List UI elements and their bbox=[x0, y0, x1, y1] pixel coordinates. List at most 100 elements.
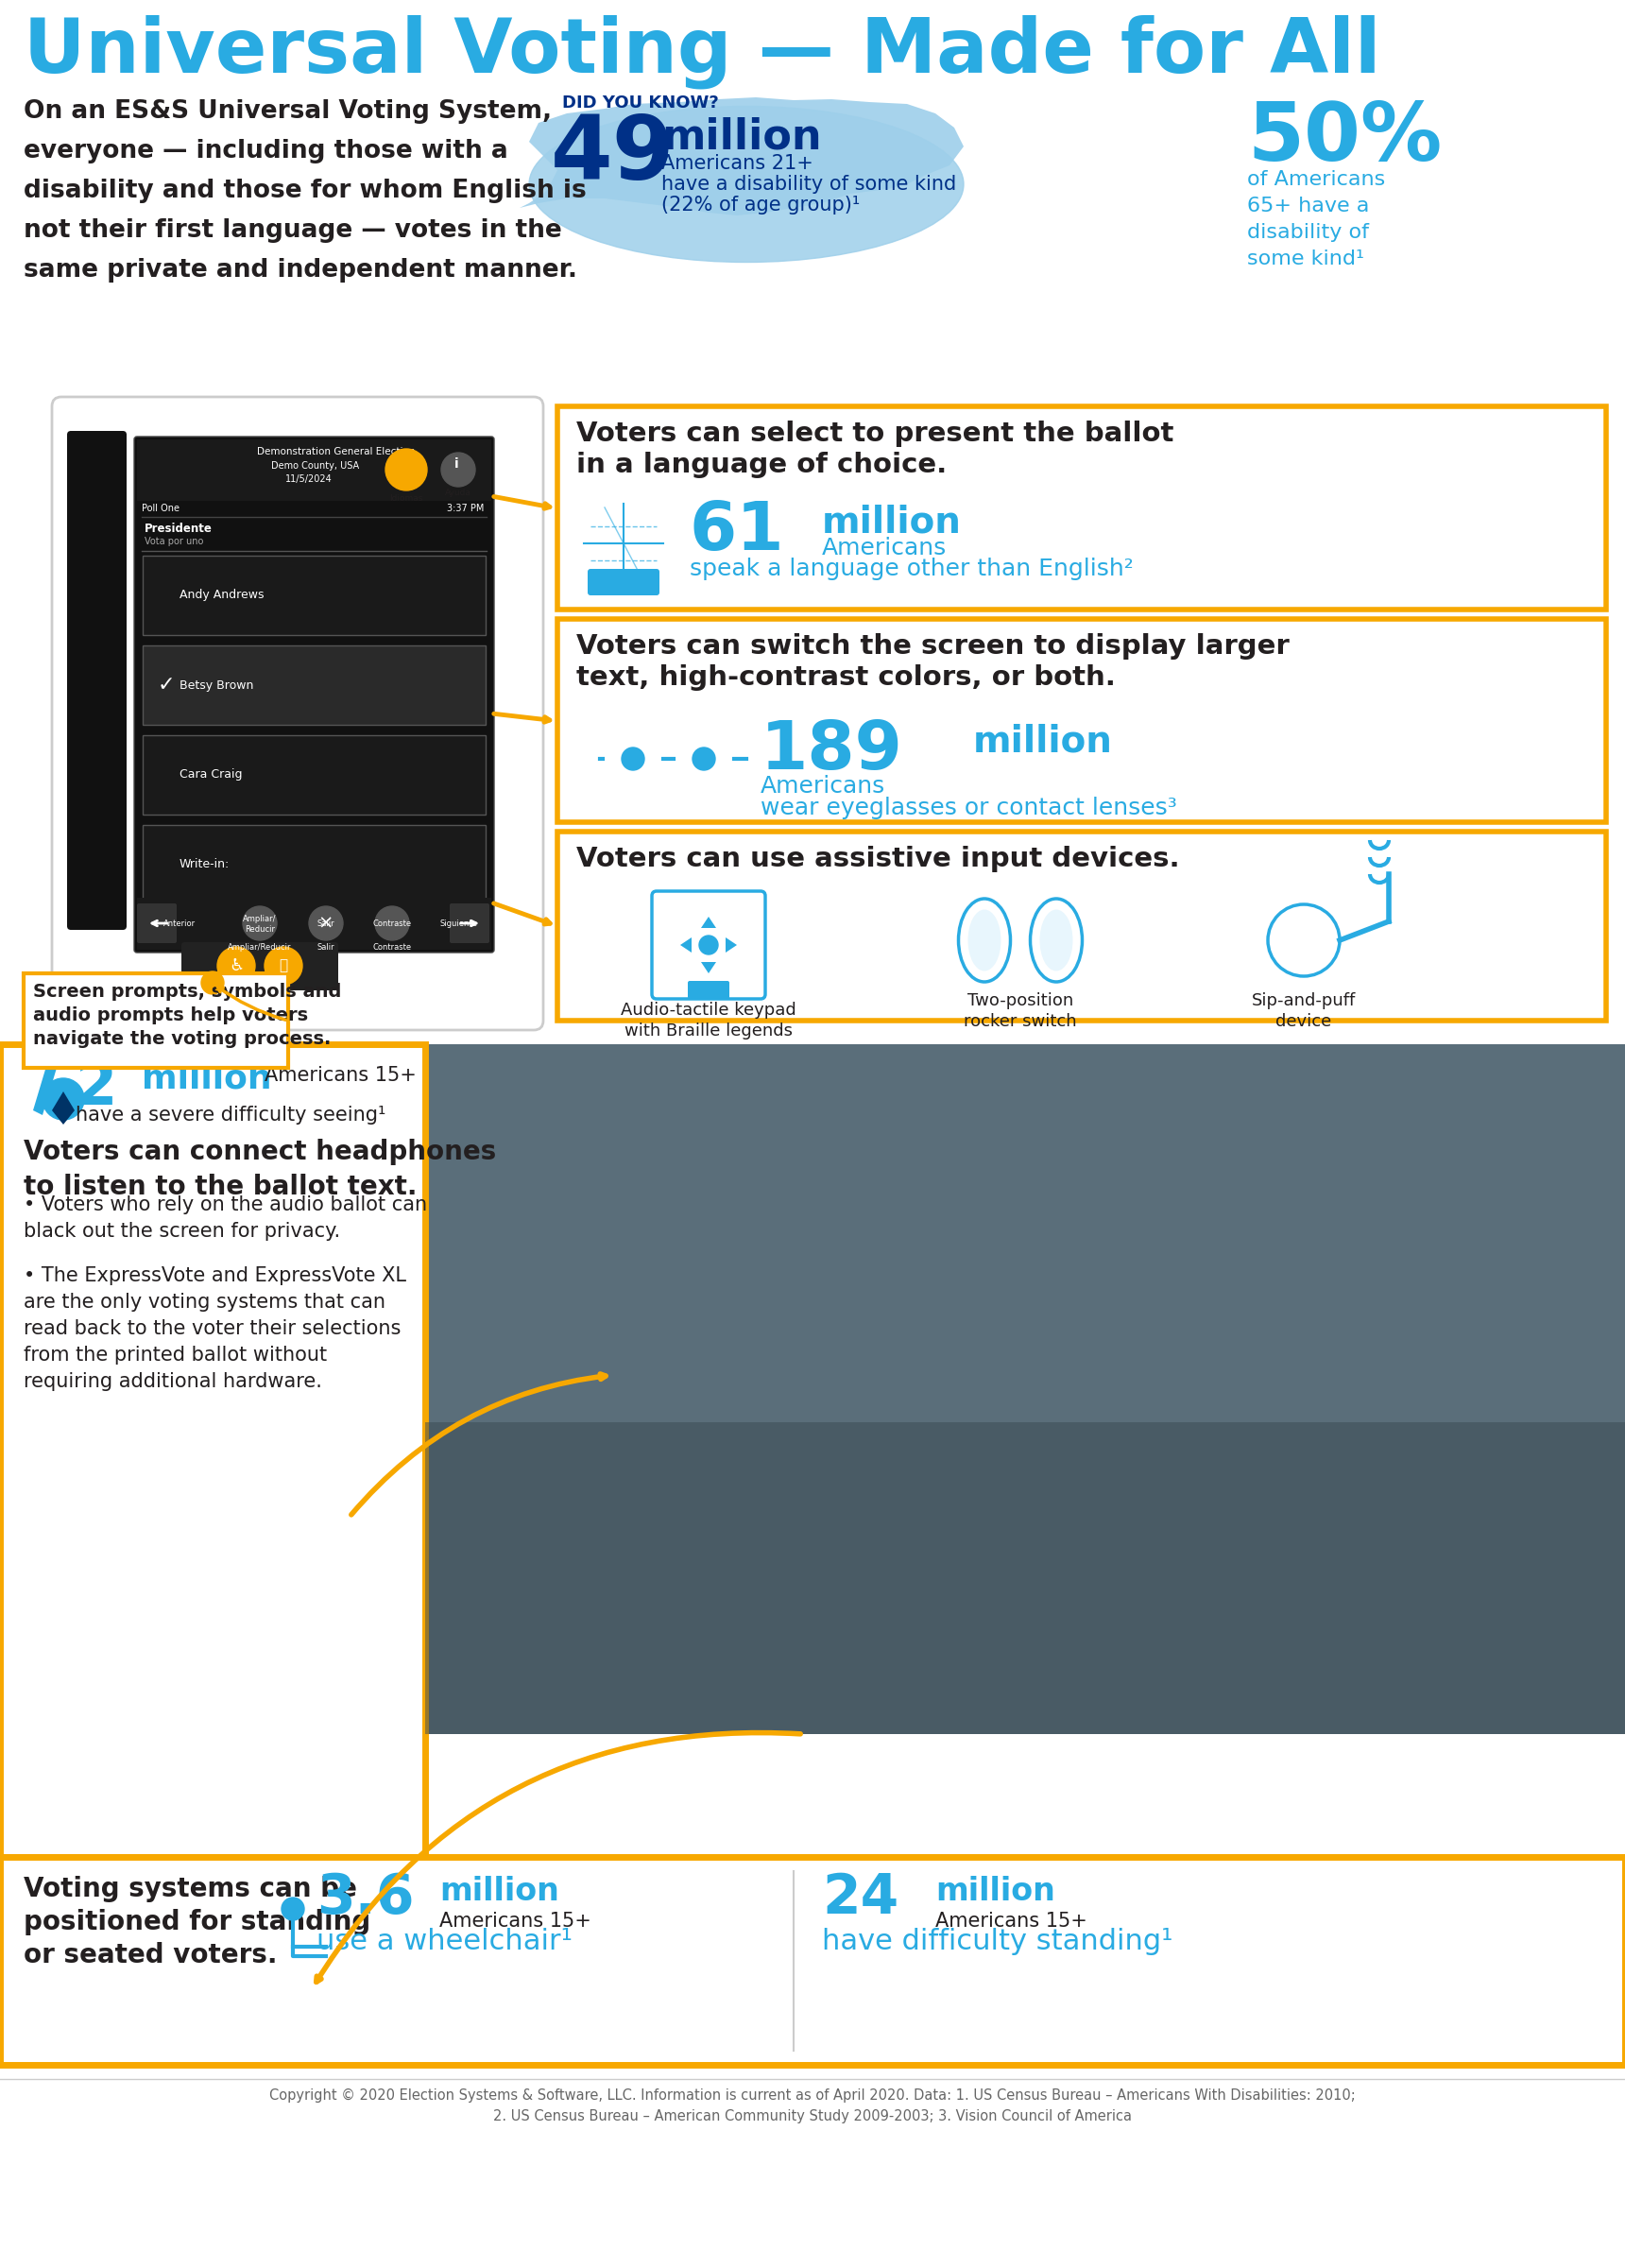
Text: text, high-contrast colors, or both.: text, high-contrast colors, or both. bbox=[577, 665, 1116, 692]
FancyBboxPatch shape bbox=[137, 440, 491, 501]
Text: speak a language other than English²: speak a language other than English² bbox=[689, 558, 1134, 581]
Circle shape bbox=[202, 971, 224, 993]
Text: ✓: ✓ bbox=[158, 676, 176, 694]
Text: 2: 2 bbox=[76, 1059, 117, 1116]
Text: 🎧: 🎧 bbox=[280, 959, 288, 973]
Circle shape bbox=[218, 948, 255, 984]
Text: Cara Craig: Cara Craig bbox=[179, 769, 242, 780]
Circle shape bbox=[265, 948, 302, 984]
FancyBboxPatch shape bbox=[687, 980, 730, 998]
FancyBboxPatch shape bbox=[426, 1422, 1625, 1735]
Text: navigate the voting process.: navigate the voting process. bbox=[32, 1030, 332, 1048]
FancyBboxPatch shape bbox=[143, 826, 486, 905]
Text: Universal Voting — Made for All: Universal Voting — Made for All bbox=[24, 14, 1381, 88]
Text: Americans: Americans bbox=[822, 538, 947, 560]
Text: Demonstration General Election: Demonstration General Election bbox=[257, 447, 416, 456]
Circle shape bbox=[622, 748, 645, 771]
FancyBboxPatch shape bbox=[426, 1043, 1625, 1735]
Text: On an ES&S Universal Voting System,: On an ES&S Universal Voting System, bbox=[24, 100, 552, 125]
Text: Voting systems can be: Voting systems can be bbox=[24, 1876, 358, 1903]
Text: million: million bbox=[973, 723, 1113, 760]
Text: Contraste: Contraste bbox=[372, 943, 411, 953]
Polygon shape bbox=[52, 1091, 75, 1125]
Text: Betsy Brown: Betsy Brown bbox=[179, 678, 254, 692]
Text: audio prompts help voters: audio prompts help voters bbox=[32, 1007, 309, 1025]
FancyBboxPatch shape bbox=[588, 569, 660, 594]
Text: 189: 189 bbox=[760, 719, 904, 782]
FancyBboxPatch shape bbox=[450, 903, 489, 943]
Text: Siguiente: Siguiente bbox=[439, 921, 478, 928]
Text: Voters can use assistive input devices.: Voters can use assistive input devices. bbox=[577, 846, 1180, 873]
Text: Idiomas: Idiomas bbox=[390, 494, 423, 503]
Text: • The ExpressVote and ExpressVote XL
are the only voting systems that can
read b: • The ExpressVote and ExpressVote XL are… bbox=[24, 1266, 406, 1390]
Text: Voters can connect headphones
to listen to the ballot text.: Voters can connect headphones to listen … bbox=[24, 1139, 496, 1200]
Text: Salir: Salir bbox=[317, 921, 335, 928]
Text: Americans: Americans bbox=[760, 776, 886, 798]
Ellipse shape bbox=[959, 898, 1011, 982]
Polygon shape bbox=[32, 1064, 57, 1116]
FancyBboxPatch shape bbox=[557, 832, 1606, 1021]
Text: Ampliar/Reducir: Ampliar/Reducir bbox=[228, 943, 292, 953]
Text: Ampliar/
Reducir: Ampliar/ Reducir bbox=[244, 914, 276, 934]
Text: Write-in:: Write-in: bbox=[179, 860, 229, 871]
Text: 2. US Census Bureau – American Community Study 2009-2003; 3. Vision Council of A: 2. US Census Bureau – American Community… bbox=[492, 2109, 1133, 2123]
Text: Ayuda: Ayuda bbox=[445, 488, 471, 497]
FancyBboxPatch shape bbox=[557, 619, 1606, 821]
Text: Sip-and-puff
device: Sip-and-puff device bbox=[1251, 993, 1355, 1030]
Text: Presidente: Presidente bbox=[145, 522, 213, 535]
Text: disability and those for whom English is: disability and those for whom English is bbox=[24, 179, 587, 204]
Text: (22% of age group)¹: (22% of age group)¹ bbox=[661, 195, 860, 215]
FancyBboxPatch shape bbox=[52, 397, 543, 1030]
FancyBboxPatch shape bbox=[24, 973, 288, 1068]
Text: Americans 15+: Americans 15+ bbox=[265, 1066, 416, 1084]
Text: Americans 15+: Americans 15+ bbox=[936, 1912, 1087, 1930]
Text: have a severe difficulty seeing¹: have a severe difficulty seeing¹ bbox=[76, 1105, 385, 1125]
Text: Contraste: Contraste bbox=[372, 921, 411, 928]
FancyBboxPatch shape bbox=[143, 735, 486, 814]
FancyBboxPatch shape bbox=[137, 903, 177, 943]
Circle shape bbox=[309, 907, 343, 941]
Text: Voters can select to present the ballot: Voters can select to present the ballot bbox=[577, 420, 1173, 447]
Text: of Americans
65+ have a
disability of
some kind¹: of Americans 65+ have a disability of so… bbox=[1246, 170, 1384, 268]
Text: million: million bbox=[822, 503, 962, 540]
Text: same private and independent manner.: same private and independent manner. bbox=[24, 259, 577, 284]
Circle shape bbox=[242, 907, 276, 941]
Text: million: million bbox=[936, 1876, 1055, 1907]
Text: Screen prompts, symbols and: Screen prompts, symbols and bbox=[32, 982, 341, 1000]
Text: Anterior: Anterior bbox=[164, 921, 195, 928]
Ellipse shape bbox=[530, 107, 964, 263]
Circle shape bbox=[692, 748, 715, 771]
Ellipse shape bbox=[1040, 909, 1072, 971]
Ellipse shape bbox=[1030, 898, 1082, 982]
Text: 49: 49 bbox=[551, 111, 674, 197]
Ellipse shape bbox=[968, 909, 1001, 971]
FancyBboxPatch shape bbox=[135, 435, 494, 953]
Text: Andy Andrews: Andy Andrews bbox=[179, 590, 263, 601]
Circle shape bbox=[385, 449, 427, 490]
Polygon shape bbox=[726, 937, 736, 953]
FancyBboxPatch shape bbox=[143, 556, 486, 635]
Polygon shape bbox=[520, 98, 964, 215]
Text: 50%: 50% bbox=[1246, 100, 1441, 177]
Text: DID YOU KNOW?: DID YOU KNOW? bbox=[562, 95, 718, 111]
FancyBboxPatch shape bbox=[557, 406, 1606, 610]
Text: Vota por uno: Vota por uno bbox=[145, 538, 203, 547]
Text: in a language of choice.: in a language of choice. bbox=[577, 451, 947, 479]
Text: Poll One: Poll One bbox=[141, 503, 179, 513]
FancyBboxPatch shape bbox=[0, 1043, 426, 1857]
Circle shape bbox=[281, 1898, 304, 1921]
Text: have difficulty standing¹: have difficulty standing¹ bbox=[822, 1928, 1173, 1955]
Text: • Voters who rely on the audio ballot can
black out the screen for privacy.: • Voters who rely on the audio ballot ca… bbox=[24, 1195, 427, 1241]
Text: i: i bbox=[453, 458, 458, 469]
Text: have a disability of some kind: have a disability of some kind bbox=[661, 175, 957, 193]
Text: Salir: Salir bbox=[317, 943, 335, 953]
Text: 3.6: 3.6 bbox=[317, 1871, 414, 1926]
Text: 61: 61 bbox=[689, 499, 785, 565]
Text: or seated voters.: or seated voters. bbox=[24, 1941, 278, 1969]
FancyBboxPatch shape bbox=[143, 646, 486, 726]
Circle shape bbox=[375, 907, 410, 941]
Text: Americans 15+: Americans 15+ bbox=[439, 1912, 591, 1930]
FancyBboxPatch shape bbox=[182, 941, 338, 991]
Text: Audio-tactile keypad
with Braille legends: Audio-tactile keypad with Braille legend… bbox=[621, 1002, 796, 1039]
Text: Two-position
rocker switch: Two-position rocker switch bbox=[964, 993, 1077, 1030]
